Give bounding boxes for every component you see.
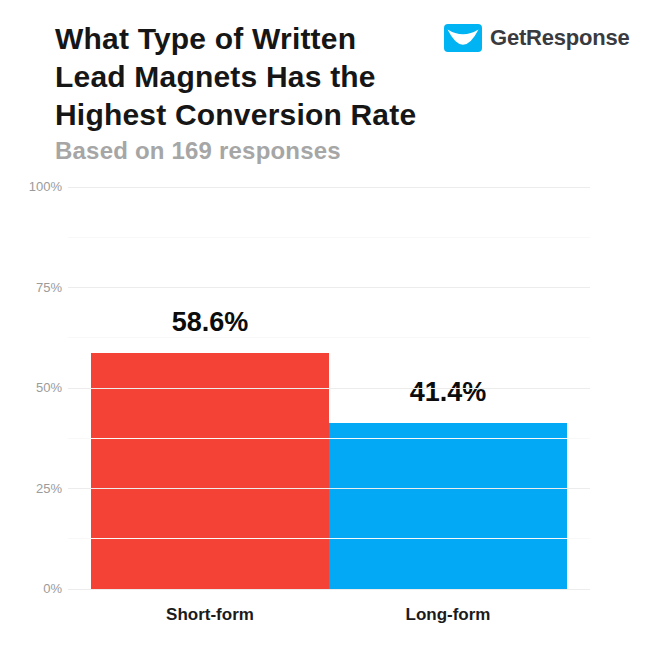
minor-gridline: [68, 438, 590, 439]
envelope-smile-icon: [444, 24, 482, 52]
minor-gridline: [68, 337, 590, 338]
minor-gridline: [68, 538, 590, 539]
minor-gridline: [68, 237, 590, 238]
value-label-long-form: 41.4%: [329, 377, 567, 407]
y-tick-label: 100%: [0, 180, 62, 194]
x-category-label-short-form: Short-form: [91, 605, 329, 625]
bar-short-form: [91, 353, 329, 589]
title-line-3: Highest Conversion Rate: [55, 96, 416, 134]
gridline-0%: [68, 589, 590, 590]
logo-wordmark: GetResponse: [490, 25, 630, 51]
title-line-2: Lead Magnets Has the: [55, 58, 416, 96]
bar-long-form: [329, 423, 567, 589]
gridline-50%: [68, 388, 590, 389]
gridline-75%: [68, 287, 590, 288]
bar-chart: 58.6%41.4% 0%25%50%75%100%Short-formLong…: [0, 187, 650, 589]
x-category-label-long-form: Long-form: [329, 605, 567, 625]
gridline-25%: [68, 488, 590, 489]
chart-title: What Type of Written Lead Magnets Has th…: [55, 20, 416, 134]
y-tick-label: 0%: [0, 582, 62, 596]
title-line-1: What Type of Written: [55, 20, 416, 58]
y-tick-label: 25%: [0, 482, 62, 496]
value-label-short-form: 58.6%: [91, 307, 329, 337]
y-tick-label: 50%: [0, 381, 62, 395]
y-tick-label: 75%: [0, 281, 62, 295]
getresponse-logo: GetResponse: [444, 24, 630, 52]
chart-subtitle: Based on 169 responses: [55, 137, 341, 165]
page-root: What Type of Written Lead Magnets Has th…: [0, 0, 650, 650]
gridline-100%: [68, 187, 590, 188]
